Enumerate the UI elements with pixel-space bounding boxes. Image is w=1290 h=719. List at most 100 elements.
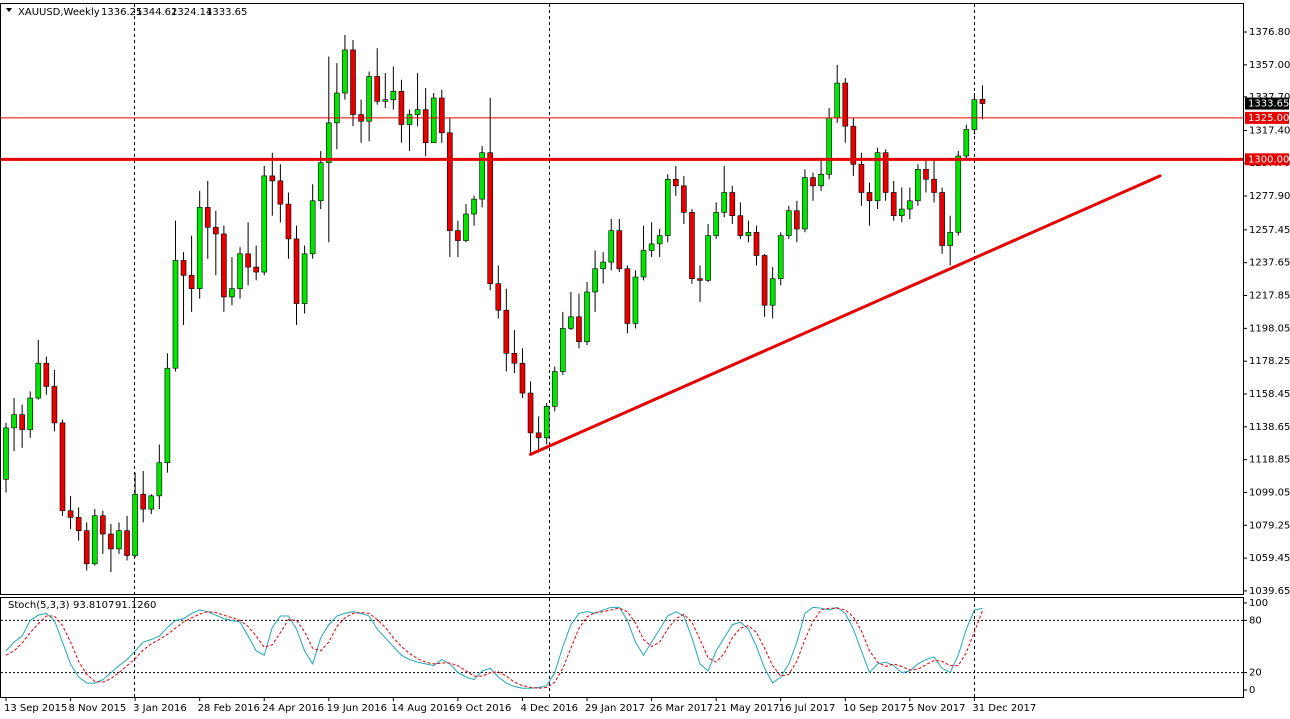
candle-body <box>91 515 98 565</box>
candle-body <box>237 253 243 289</box>
candle-body <box>325 122 332 163</box>
candle-body <box>196 207 203 289</box>
level-label: 1325.00 <box>1248 113 1289 124</box>
candle-body <box>632 276 639 324</box>
y-tick-label: 1337.70 <box>1249 92 1290 103</box>
candle-body <box>616 230 623 270</box>
stoch-y-tick-label: 20 <box>1249 668 1262 679</box>
candle-body <box>285 203 292 240</box>
candle-body <box>463 213 469 241</box>
y-tick-label: 1376.80 <box>1249 27 1290 38</box>
candle-body <box>705 235 711 281</box>
candle-body <box>188 275 195 289</box>
candle-body <box>664 178 671 236</box>
stoch-d-line <box>5 607 983 689</box>
candle-body <box>737 215 744 236</box>
candle-body <box>229 288 235 298</box>
level-label-box <box>1245 111 1289 124</box>
candle-body <box>551 371 558 407</box>
stoch-y-tick-label: 100 <box>1249 598 1268 609</box>
candle-body <box>648 243 655 251</box>
header-close: 1333.65 <box>206 7 247 18</box>
header-low: 1324.14 <box>171 7 212 18</box>
candle-body <box>487 152 494 284</box>
symbol-title: XAUUSD,Weekly <box>18 7 100 18</box>
candle-body <box>527 392 534 434</box>
candle-body <box>390 91 397 100</box>
candle-body <box>535 432 542 439</box>
candle-body <box>979 98 986 104</box>
stoch-d-value: 91.1260 <box>115 600 156 611</box>
candle-body <box>116 530 122 550</box>
candle-body <box>148 495 155 510</box>
candle-body <box>301 253 308 304</box>
y-tick-label: 1277.90 <box>1249 191 1290 202</box>
y-tick-label: 1237.65 <box>1249 258 1290 269</box>
x-tick-label: 3 Jan 2016 <box>133 703 187 714</box>
candle-body <box>43 362 50 387</box>
x-tick-label: 26 Mar 2017 <box>650 703 713 714</box>
x-tick-label: 10 Sep 2017 <box>843 703 906 714</box>
x-tick-label: 21 May 2017 <box>714 703 779 714</box>
candle-body <box>600 261 606 270</box>
candle-body <box>124 530 130 556</box>
candle-body <box>447 132 453 231</box>
candle-body <box>592 268 598 293</box>
candle-body <box>180 260 187 276</box>
candle-body <box>471 198 477 215</box>
menu-arrow[interactable] <box>6 8 12 12</box>
candle-body <box>156 462 163 497</box>
candle-body <box>59 422 66 512</box>
candle-body <box>253 266 259 273</box>
candle-body <box>309 200 316 255</box>
candle-body <box>519 362 526 394</box>
candle-body <box>923 168 929 180</box>
candle-body <box>455 230 461 241</box>
candle-body <box>35 362 42 399</box>
candle-body <box>414 109 421 115</box>
level-label-box <box>1245 153 1289 166</box>
candle-body <box>27 397 34 430</box>
candle-body <box>334 92 340 124</box>
candle-body <box>269 175 276 182</box>
candle-body <box>713 212 719 236</box>
candle-body <box>874 152 881 202</box>
candle-body <box>971 99 978 130</box>
candle-body <box>608 230 615 263</box>
header-high: 1344.62 <box>136 7 177 18</box>
candle-body <box>842 82 849 127</box>
candle-body <box>277 180 284 205</box>
candle-body <box>495 283 502 311</box>
candle-body <box>342 49 348 94</box>
y-tick-label: 1059.45 <box>1249 553 1290 564</box>
candle-body <box>317 162 324 202</box>
candle-body <box>673 178 679 187</box>
y-tick-label: 1138.65 <box>1249 422 1290 433</box>
candle-body <box>866 192 873 202</box>
candle-body <box>947 231 953 246</box>
y-tick-label: 1158.45 <box>1249 389 1290 400</box>
x-tick-label: 5 Nov 2017 <box>908 703 966 714</box>
candles <box>3 35 986 573</box>
candle-body <box>382 99 389 102</box>
candle-body <box>245 253 251 268</box>
x-tick-label: 19 Jun 2016 <box>327 703 387 714</box>
y-tick-label: 1079.25 <box>1249 520 1290 531</box>
y-tick-label: 1178.25 <box>1249 356 1290 367</box>
candle-body <box>729 192 736 216</box>
stoch-title: Stoch(5,3,3) <box>8 600 70 611</box>
candle-body <box>794 210 800 230</box>
y-tick-label: 1039.65 <box>1249 586 1290 597</box>
price-panel <box>0 3 1244 595</box>
header-open: 1336.25 <box>101 7 142 18</box>
candle-body <box>697 278 703 281</box>
stoch-k-value: 93.8107 <box>73 600 114 611</box>
x-tick-label: 28 Feb 2016 <box>198 703 260 714</box>
candle-body <box>543 406 550 439</box>
candle-body <box>422 109 429 144</box>
candle-body <box>100 515 106 535</box>
candle-body <box>640 250 647 278</box>
y-tick-label: 1257.45 <box>1249 225 1290 236</box>
